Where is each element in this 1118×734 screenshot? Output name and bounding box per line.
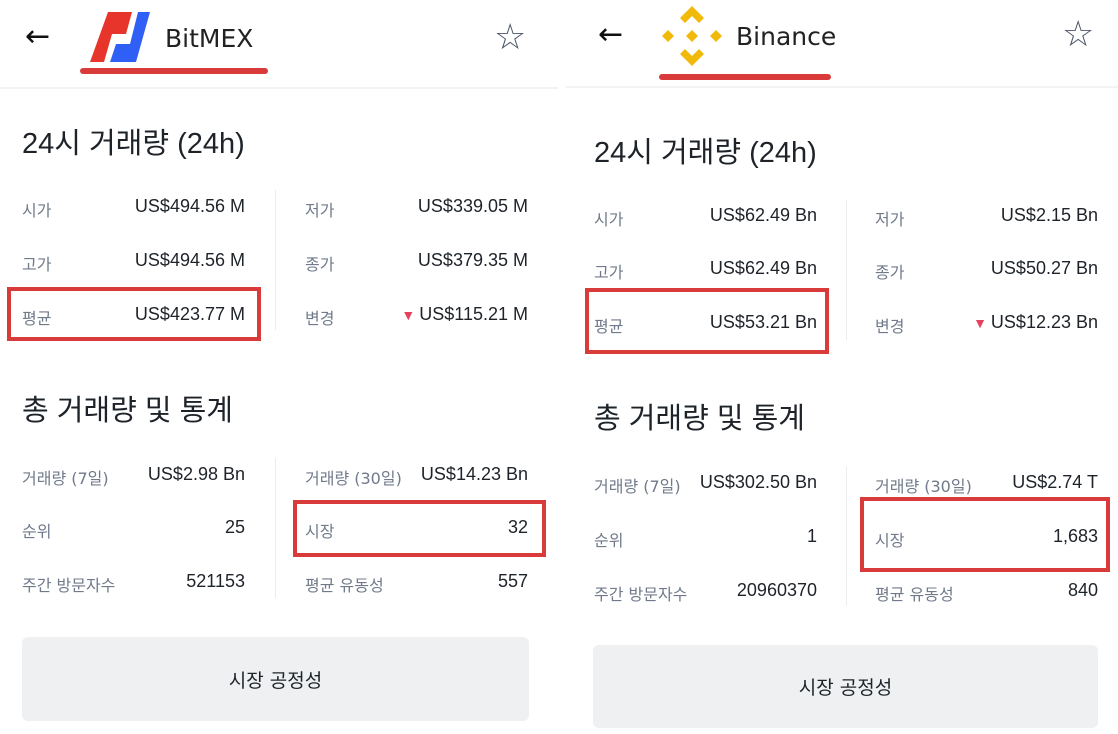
market-fairness-button[interactable]: 시장 공정성 [22,637,529,721]
vol30-label: 거래량 (30일) [305,469,402,488]
bitmex-logo-icon [90,12,150,62]
markets-label: 시장 [305,522,335,541]
binance-logo-icon [662,6,722,66]
high-value: US$494.56 M [134,250,245,270]
rank-value: 25 [224,517,245,537]
vol30-value: US$14.23 Bn [420,464,528,484]
exchange-name: BitMEX [165,24,254,53]
close-value: US$379.35 M [417,250,528,270]
highlight-underline [659,74,831,80]
down-triangle-icon: ▼ [401,307,416,323]
bitmex-panel: ← BitMEX ☆ 24시 거래량 (24h) 시가 US$494.56 M … [0,0,558,734]
change-value: ▼ US$12.23 Bn [973,312,1098,332]
liquidity-label: 평균 유동성 [875,585,954,604]
avg-value: US$53.21 Bn [709,312,817,332]
markets-label: 시장 [875,531,905,550]
change-label: 변경 [875,317,905,336]
section-title-totals: 총 거래량 및 통계 [594,403,805,435]
high-label: 고가 [22,255,52,274]
vol7-value: US$2.98 Bn [147,464,245,484]
open-value: US$494.56 M [134,196,245,216]
rank-value: 1 [806,526,817,546]
avg-value: US$423.77 M [134,304,245,324]
close-label: 종가 [305,255,335,274]
highlight-box-avg [7,287,261,341]
liquidity-value: 840 [1067,580,1098,600]
rank-label: 순위 [594,531,624,550]
section-title-totals: 총 거래량 및 통계 [22,395,233,427]
vol30-value: US$2.74 T [1012,472,1098,492]
exchange-name: Binance [736,22,837,51]
favorite-star-icon[interactable]: ☆ [494,17,527,58]
back-arrow-icon[interactable]: ← [25,19,51,54]
highlight-underline [80,68,268,74]
vol7-label: 거래량 (7일) [594,477,681,496]
visitors-value: 20960370 [736,580,817,600]
markets-value: 1,683 [1052,526,1098,546]
close-label: 종가 [875,263,905,282]
section-title-24h: 24시 거래량 (24h) [22,128,245,160]
change-label: 변경 [305,309,335,328]
highlight-box-avg [585,288,829,354]
low-label: 저가 [305,201,335,220]
high-value: US$62.49 Bn [709,258,817,278]
close-value: US$50.27 Bn [990,258,1098,278]
liquidity-value: 557 [497,571,528,591]
visitors-label: 주간 방문자수 [594,585,688,604]
low-label: 저가 [875,210,905,229]
change-value: ▼ US$115.21 M [401,304,528,324]
low-value: US$2.15 Bn [1000,205,1098,225]
markets-value: 32 [507,517,528,537]
avg-label: 평균 [22,309,52,328]
vol30-label: 거래량 (30일) [875,477,972,496]
section-title-24h: 24시 거래량 (24h) [594,137,817,169]
liquidity-label: 평균 유동성 [305,576,384,595]
rank-label: 순위 [22,522,52,541]
market-fairness-button[interactable]: 시장 공정성 [593,645,1098,728]
back-arrow-icon[interactable]: ← [598,17,624,52]
vol7-value: US$302.50 Bn [699,472,817,492]
visitors-label: 주간 방문자수 [22,576,116,595]
open-label: 시가 [594,210,624,229]
avg-label: 평균 [594,317,624,336]
open-value: US$62.49 Bn [709,205,817,225]
high-label: 고가 [594,263,624,282]
highlight-box-markets [293,500,546,557]
down-triangle-icon: ▼ [973,315,987,331]
low-value: US$339.05 M [417,196,528,216]
favorite-star-icon[interactable]: ☆ [1062,14,1095,55]
visitors-value: 521153 [186,571,245,591]
highlight-box-markets [860,497,1110,572]
open-label: 시가 [22,201,52,220]
vol7-label: 거래량 (7일) [22,469,109,488]
binance-panel: ← Binance ☆ 24시 거래량 (24h) 시가 US$62.49 Bn… [566,0,1118,734]
